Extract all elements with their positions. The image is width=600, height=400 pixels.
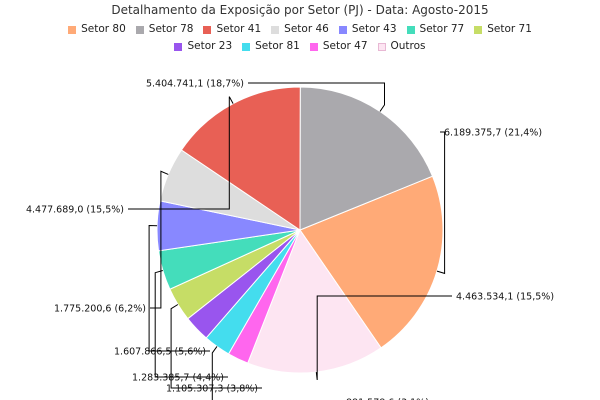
legend-label: Setor 81: [255, 40, 300, 52]
data-label: 1.607.866,5 (5,6%): [114, 347, 206, 358]
legend-item[interactable]: Setor 41: [203, 21, 261, 38]
legend-item[interactable]: Setor 71: [474, 21, 532, 38]
label-leader-line: [154, 270, 228, 378]
legend-swatch: [174, 42, 183, 51]
data-label: 1.283.385,7 (4,4%): [132, 373, 224, 384]
data-label: 881.578,6 (3,1%): [346, 398, 429, 400]
legend-label: Setor 78: [148, 23, 194, 35]
legend-label: Setor 47: [322, 40, 368, 52]
chart-legend: Setor 80 Setor 78 Setor 41 Setor 46 Setor 43…: [50, 21, 550, 55]
legend-label: Setor 41: [216, 23, 262, 35]
data-label: 5.404.741,1 (18,7%): [146, 79, 244, 90]
legend-label: Setor 71: [487, 23, 532, 35]
pie-slice[interactable]: [299, 175, 444, 349]
label-leader-line: [170, 304, 262, 389]
legend-item[interactable]: Setor 23: [174, 38, 232, 55]
data-label: 6.189.375,7 (21,4%): [444, 128, 542, 139]
data-label: 1.105.307,3 (3,8%): [166, 384, 258, 395]
data-label: 1.775.200,6 (6,2%): [54, 304, 146, 315]
legend-item[interactable]: Setor 47: [309, 38, 368, 55]
legend-swatch: [338, 25, 347, 34]
legend-swatch: [68, 25, 77, 34]
legend-label: Setor 23: [187, 40, 233, 52]
pie-slice[interactable]: [180, 86, 301, 231]
legend-item[interactable]: Setor 43: [338, 21, 397, 38]
label-leader-line: [315, 295, 452, 381]
label-leader-line: [248, 82, 385, 112]
chart-title: Detalhamento da Exposição por Setor (PJ)…: [111, 3, 489, 17]
legend-swatch: [271, 25, 280, 34]
label-leader-line: [128, 96, 234, 210]
legend-item[interactable]: Setor 80: [68, 21, 126, 38]
label-leader-line: [436, 131, 446, 275]
legend-swatch: [377, 42, 386, 51]
legend-label: Setor 43: [351, 23, 397, 35]
legend-swatch: [309, 42, 318, 51]
label-leader-line: [148, 224, 210, 352]
legend-label: Setor 80: [81, 23, 126, 35]
pie-slice[interactable]: [299, 86, 434, 231]
legend-label: Setor 77: [419, 23, 465, 35]
legend-label: Setor 46: [284, 23, 329, 35]
legend-item[interactable]: Outros: [377, 38, 426, 55]
pie-slice[interactable]: [247, 228, 382, 374]
data-label: 4.463.534,1 (15,5%): [456, 292, 554, 303]
legend-swatch: [406, 25, 415, 34]
legend-item[interactable]: Setor 46: [271, 21, 329, 38]
legend-item[interactable]: Setor 78: [135, 21, 194, 38]
data-label: 4.477.689,0 (15,5%): [26, 205, 124, 216]
legend-item[interactable]: Setor 81: [242, 38, 300, 55]
label-leader-line: [150, 170, 169, 309]
legend-swatch: [203, 25, 212, 34]
legend-swatch: [474, 25, 483, 34]
legend-item[interactable]: Setor 77: [406, 21, 465, 38]
legend-swatch: [242, 42, 251, 51]
legend-label: Outros: [390, 40, 426, 52]
legend-swatch: [135, 25, 144, 34]
